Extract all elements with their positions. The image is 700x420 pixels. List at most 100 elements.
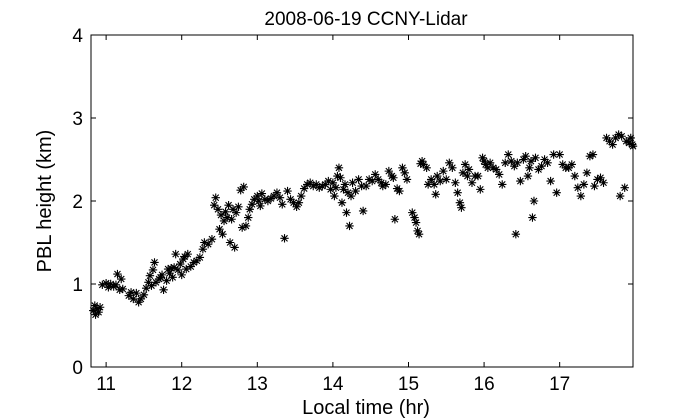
- data-point: [448, 163, 457, 172]
- data-point: [422, 163, 431, 172]
- data-point: [221, 207, 230, 216]
- data-point: [171, 249, 180, 259]
- data-point: [529, 196, 539, 206]
- data-point: [358, 206, 368, 216]
- data-point: [315, 183, 324, 192]
- data-point: [593, 175, 602, 184]
- data-point: [245, 205, 254, 214]
- data-point: [460, 160, 470, 169]
- data-point: [129, 294, 138, 304]
- data-point: [364, 175, 374, 184]
- data-point: [163, 264, 173, 274]
- data-point: [455, 198, 465, 207]
- y-tick-label: 1: [72, 275, 83, 296]
- data-point: [485, 158, 495, 168]
- x-tick-label: 11: [96, 374, 116, 395]
- data-point: [540, 155, 549, 164]
- x-tick-label: 14: [322, 374, 344, 395]
- data-point: [458, 168, 468, 177]
- data-point: [582, 168, 592, 177]
- data-point: [504, 150, 513, 159]
- data-point: [166, 264, 176, 273]
- data-point: [429, 180, 439, 189]
- data-point: [340, 180, 350, 189]
- data-point: [573, 183, 583, 192]
- data-point: [269, 191, 279, 201]
- data-point: [200, 238, 209, 247]
- data-point: [602, 133, 611, 143]
- y-axis-label: PBL height (km): [34, 130, 56, 273]
- data-point: [150, 258, 159, 267]
- data-point: [413, 226, 422, 236]
- data-point: [159, 285, 168, 295]
- data-point: [92, 304, 102, 314]
- data-point: [189, 258, 199, 267]
- data-point: [431, 190, 440, 199]
- data-point: [357, 181, 366, 191]
- data-point: [151, 278, 161, 287]
- data-point: [463, 171, 472, 181]
- data-point: [390, 215, 400, 224]
- x-tick-label: 12: [171, 374, 192, 395]
- data-point: [124, 291, 133, 300]
- data-point: [371, 170, 380, 179]
- data-point: [507, 156, 516, 166]
- data-point: [337, 198, 347, 207]
- data-point: [111, 280, 121, 290]
- data-point: [521, 151, 530, 161]
- data-point: [408, 208, 417, 217]
- data-point: [134, 298, 143, 307]
- data-point: [628, 142, 638, 151]
- data-point: [183, 249, 192, 259]
- data-point: [621, 137, 631, 146]
- data-point: [445, 158, 454, 168]
- data-point: [395, 186, 404, 196]
- data-point: [377, 178, 386, 187]
- data-point: [144, 278, 153, 287]
- data-point: [211, 193, 220, 202]
- data-point: [457, 203, 466, 212]
- data-point: [98, 280, 107, 290]
- data-point: [247, 200, 257, 209]
- data-point: [511, 230, 521, 239]
- data-point: [244, 213, 253, 222]
- data-point: [230, 243, 239, 252]
- data-point: [368, 176, 377, 186]
- y-tick-label: 3: [72, 109, 83, 130]
- data-point: [615, 191, 625, 201]
- data-point: [157, 270, 167, 280]
- data-point: [361, 181, 371, 191]
- data-point: [306, 178, 315, 187]
- data-point: [213, 205, 223, 214]
- data-point: [115, 285, 124, 295]
- chart-title: 2008-06-19 CCNY-Lidar: [264, 9, 468, 30]
- data-point: [280, 234, 289, 243]
- data-point: [321, 180, 330, 189]
- data-point: [318, 181, 327, 191]
- data-point: [599, 178, 608, 187]
- data-point: [162, 276, 171, 285]
- data-point: [495, 170, 504, 179]
- data-point: [289, 198, 298, 207]
- data-point: [272, 188, 282, 197]
- data-point: [177, 270, 186, 280]
- data-point: [299, 184, 309, 193]
- data-point: [588, 150, 598, 159]
- data-point: [173, 265, 183, 275]
- data-point: [400, 168, 409, 177]
- data-point: [195, 253, 205, 262]
- data-point: [89, 306, 98, 315]
- data-point: [479, 156, 489, 166]
- data-point: [467, 178, 477, 187]
- data-point: [203, 239, 213, 249]
- data-point: [436, 176, 445, 186]
- data-point: [626, 133, 635, 143]
- data-point: [113, 269, 122, 279]
- data-point: [216, 210, 226, 220]
- data-point: [218, 230, 227, 239]
- data-point: [198, 244, 208, 254]
- data-point: [526, 156, 536, 166]
- data-point: [145, 271, 155, 280]
- data-point: [253, 191, 262, 201]
